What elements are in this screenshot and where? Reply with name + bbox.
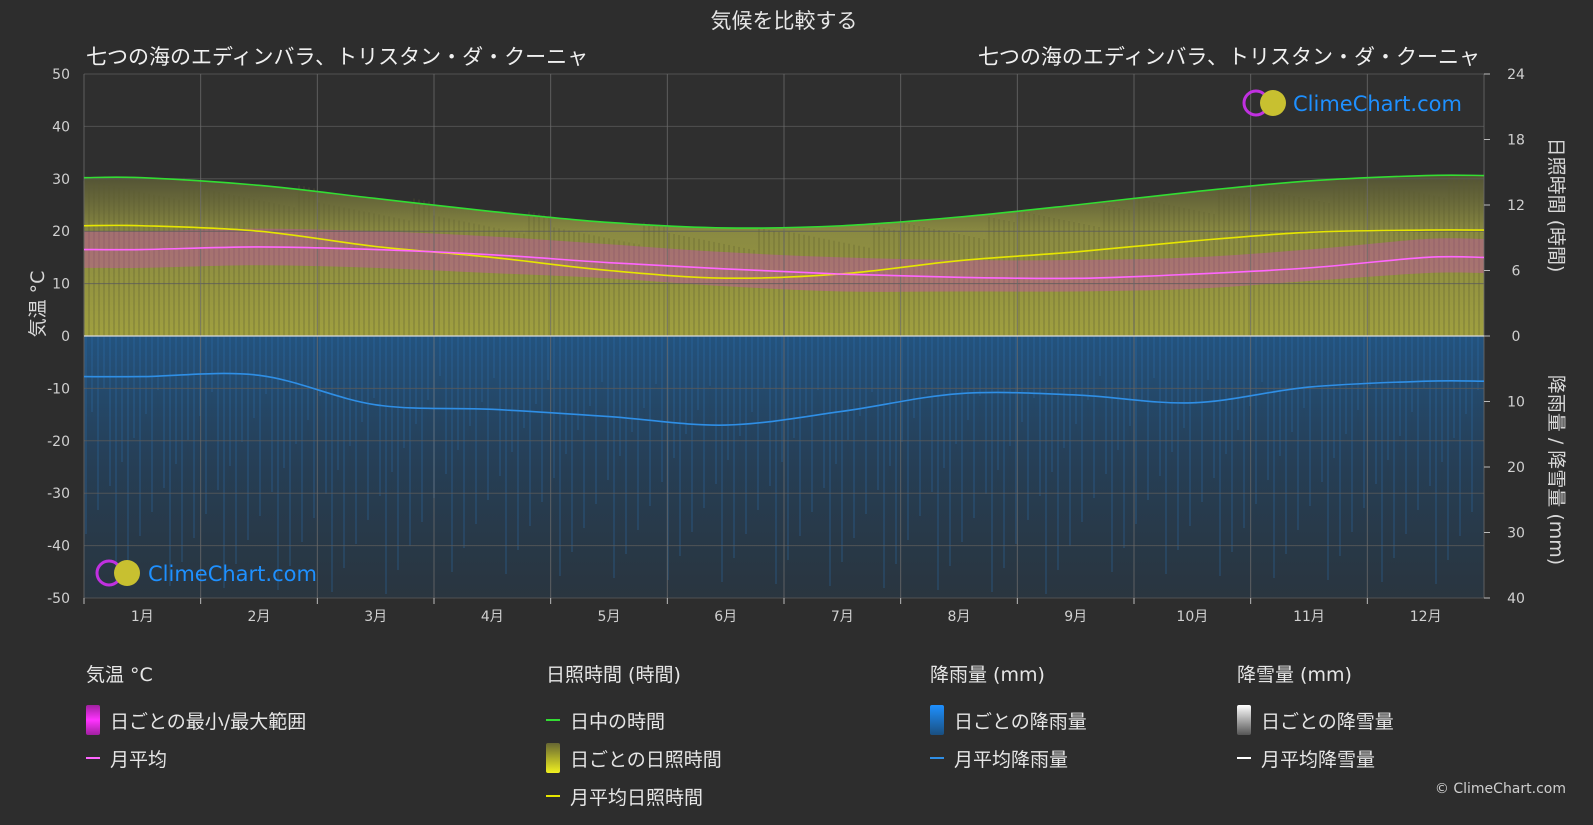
left-axis-label: 気温 °C [27, 271, 49, 338]
right-bottom-tick-label: 40 [1507, 591, 1525, 607]
left-tick-label: 0 [61, 329, 70, 345]
month-label: 12月 [1410, 609, 1442, 625]
watermark-text: ClimeChart.com [1293, 92, 1462, 116]
legend-header: 気温 °C [86, 664, 153, 686]
month-label: 11月 [1293, 609, 1325, 625]
series-lines [83, 174, 1485, 426]
month-label: 7月 [831, 609, 854, 625]
daily-sunshine-texture [83, 175, 1480, 336]
location-left: 七つの海のエディンバラ、トリスタン・ダ・クーニャ [86, 45, 588, 69]
rain-avg-line [83, 372, 1485, 426]
right-top-tick-label: 6 [1512, 264, 1521, 280]
month-label: 4月 [481, 609, 504, 625]
watermark-bottom: ClimeChart.com [95, 559, 317, 587]
logo-sun-icon [114, 560, 140, 586]
legend-label: 月平均 [110, 748, 168, 771]
left-tick-label: -10 [47, 381, 70, 397]
month-label: 6月 [714, 609, 737, 625]
snow-swatch [1237, 705, 1251, 735]
climate-chart: 気候を比較する 七つの海のエディンバラ、トリスタン・ダ・クーニャ 七つの海のエデ… [27, 9, 1567, 625]
credit: © ClimeChart.com [1434, 781, 1566, 797]
legend-snow: 降雪量 (mm) 日ごとの降雪量 月平均降雪量 [1237, 660, 1394, 777]
month-label: 9月 [1064, 609, 1087, 625]
daylight-line [83, 174, 1485, 229]
rain-avg-swatch [930, 757, 944, 759]
legend-label: 月平均降雪量 [1261, 748, 1376, 771]
right-bottom-axis-ticks: 10 20 30 40 [1484, 395, 1525, 607]
month-labels: 1月 2月 3月 4月 5月 6月 7月 8月 9月 10月 11月 12月 [83, 598, 1442, 625]
daylight-swatch [546, 719, 560, 721]
left-tick-label: 20 [52, 224, 70, 240]
sunshine-avg-swatch [546, 795, 560, 797]
month-label: 10月 [1176, 609, 1208, 625]
right-top-axis-label: 日照時間 (時間) [1545, 138, 1567, 273]
watermark-top: ClimeChart.com [1242, 89, 1462, 117]
right-bottom-tick-label: 20 [1507, 460, 1525, 476]
legend-label: 日ごとの日照時間 [570, 748, 722, 771]
right-top-tick-label: 18 [1507, 133, 1525, 149]
watermark-text: ClimeChart.com [148, 562, 317, 586]
left-tick-label: 40 [52, 119, 70, 135]
legend-label: 日ごとの降雪量 [1261, 710, 1394, 733]
left-tick-label: -30 [47, 486, 70, 502]
right-bottom-tick-label: 10 [1507, 395, 1525, 411]
legend-label: 日ごとの降雨量 [954, 710, 1087, 733]
legend-label: 月平均降雨量 [954, 748, 1069, 771]
legend-label: 日ごとの最小/最大範囲 [110, 710, 307, 733]
month-label: 2月 [248, 609, 271, 625]
right-top-tick-label: 12 [1507, 198, 1525, 214]
plot-area [83, 73, 1485, 599]
sunshine-avg-line [83, 224, 1485, 280]
location-right: 七つの海のエディンバラ、トリスタン・ダ・クーニャ [978, 45, 1480, 69]
sunshine-swatch [546, 743, 560, 773]
right-top-tick-label: 24 [1507, 67, 1525, 83]
legend-header: 降雨量 (mm) [930, 664, 1045, 686]
logo-sun-icon [1260, 90, 1286, 116]
right-top-axis-ticks: 24 18 12 6 0 [1484, 67, 1525, 345]
month-label: 3月 [364, 609, 387, 625]
snow-avg-swatch [1237, 757, 1251, 759]
temp-avg-swatch [86, 757, 100, 759]
month-label: 1月 [131, 609, 154, 625]
temp-avg-line [83, 246, 1485, 280]
legend-header: 降雪量 (mm) [1237, 664, 1352, 686]
left-axis-ticks: 50 40 30 20 10 0 -10 -20 -30 -40 -50 [47, 67, 70, 607]
rain-swatch [930, 705, 944, 735]
legend-rain: 降雨量 (mm) 日ごとの降雨量 月平均降雨量 [930, 660, 1087, 777]
left-tick-label: -20 [47, 434, 70, 450]
left-tick-label: 30 [52, 172, 70, 188]
right-top-tick-label: 0 [1512, 329, 1521, 345]
temp-range-swatch [86, 705, 100, 735]
legend-label: 日中の時間 [570, 710, 666, 733]
left-tick-label: -50 [47, 591, 70, 607]
right-bottom-tick-label: 30 [1507, 526, 1525, 542]
legend-temperature: 気温 °C 日ごとの最小/最大範囲 月平均 [86, 660, 306, 777]
month-label: 5月 [598, 609, 621, 625]
left-tick-label: 50 [52, 67, 70, 83]
left-tick-label: -40 [47, 539, 70, 555]
right-bottom-axis-label: 降雨量 / 降雪量 (mm) [1545, 375, 1567, 565]
legend-header: 日照時間 (時間) [546, 664, 681, 686]
month-label: 8月 [948, 609, 971, 625]
chart-title: 気候を比較する [711, 9, 858, 33]
left-tick-label: 10 [52, 277, 70, 293]
legend-label: 月平均日照時間 [570, 786, 704, 809]
legend-sunshine: 日照時間 (時間) 日中の時間 日ごとの日照時間 月平均日照時間 [546, 660, 722, 815]
